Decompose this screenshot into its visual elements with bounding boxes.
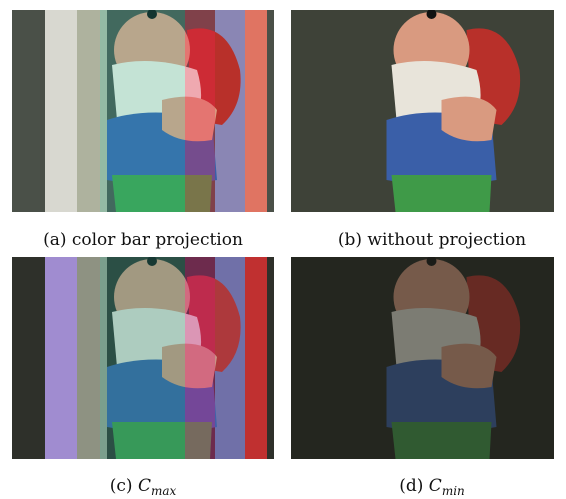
caption-symbol: C bbox=[138, 476, 151, 496]
caption-subscript: min bbox=[442, 484, 465, 498]
caption-symbol: C bbox=[429, 476, 442, 496]
image-c bbox=[12, 256, 274, 459]
image-b bbox=[291, 9, 554, 212]
caption-c: (c) Cmax bbox=[110, 476, 177, 498]
caption-b: (b) without projection bbox=[338, 230, 526, 250]
image-a bbox=[12, 9, 274, 212]
figure: (a) color bar projection (b) without pro… bbox=[0, 0, 566, 499]
caption-a: (a) color bar projection bbox=[43, 230, 243, 250]
caption-label: (d) bbox=[399, 476, 423, 496]
caption-d: (d) Cmin bbox=[399, 476, 465, 498]
image-d bbox=[291, 256, 554, 459]
caption-label: (c) bbox=[110, 476, 133, 496]
caption-subscript: max bbox=[151, 484, 177, 498]
